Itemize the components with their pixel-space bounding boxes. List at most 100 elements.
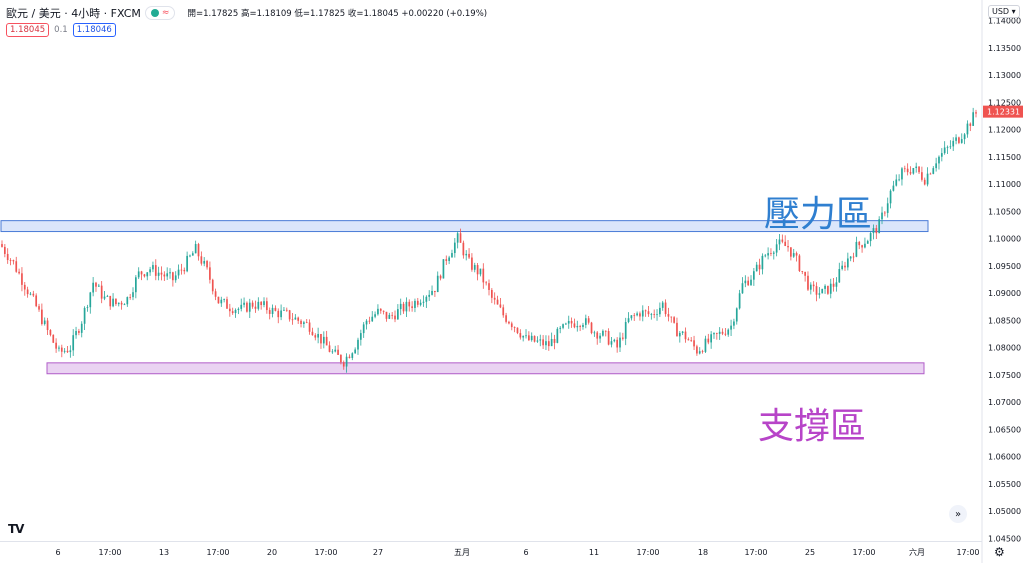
price-tick-label: 1.13500	[988, 44, 1021, 53]
candle-series	[1, 107, 977, 373]
candle-body	[365, 320, 368, 325]
time-tick-label: 27	[373, 548, 383, 557]
candle-body	[402, 303, 405, 312]
candle-body	[246, 302, 248, 312]
price-tick-label: 1.07000	[988, 398, 1021, 407]
candle-body	[829, 283, 832, 294]
candle-body	[283, 309, 285, 311]
candle-body	[260, 301, 263, 306]
candle-body	[254, 306, 257, 309]
buy-price-button[interactable]: 1.18046	[72, 23, 116, 37]
candle-body	[143, 274, 146, 277]
candle-body	[325, 336, 328, 346]
candle-body	[411, 306, 413, 308]
candle-body	[132, 292, 134, 298]
time-tick-label: 六月	[909, 547, 925, 557]
sell-price-button[interactable]: 1.18045	[6, 23, 50, 37]
candle-body	[599, 335, 601, 339]
candle-body	[528, 335, 530, 341]
gear-icon[interactable]: ⚙	[994, 545, 1005, 559]
price-tick-label: 1.14000	[988, 17, 1021, 26]
candle-body	[901, 168, 903, 180]
candle-body	[906, 168, 909, 173]
candle-body	[593, 332, 596, 334]
price-tick-label: 1.13000	[988, 71, 1021, 80]
candle-body	[909, 172, 912, 174]
candle-body	[590, 322, 593, 334]
candle-body	[684, 331, 687, 340]
time-tick-label: 17:00	[636, 548, 659, 557]
currency-select[interactable]: USD ▾	[988, 5, 1020, 18]
candle-body	[9, 260, 12, 261]
candle-body	[738, 293, 741, 309]
candle-body	[932, 168, 935, 174]
candle-body	[929, 173, 932, 175]
candle-body	[297, 317, 300, 321]
candle-body	[445, 259, 448, 261]
candle-body	[938, 156, 940, 164]
price-tick-label: 1.06000	[988, 453, 1021, 462]
price-axis[interactable]: 1.14000 1.13500 1.13000 1.12500 1.12000 1.115…	[981, 0, 1023, 563]
candle-body	[311, 331, 314, 336]
candle-body	[918, 166, 920, 173]
candle-body	[975, 112, 977, 114]
candle-body	[741, 283, 744, 294]
candle-body	[533, 335, 536, 342]
candle-body	[177, 269, 180, 276]
candle-body	[718, 331, 721, 334]
candle-body	[189, 255, 191, 257]
candle-body	[468, 253, 470, 258]
candle-body	[23, 284, 26, 290]
candle-body	[849, 256, 852, 259]
candle-body	[58, 347, 60, 349]
candle-body	[767, 253, 769, 256]
candle-body	[844, 265, 846, 268]
candle-body	[117, 302, 120, 305]
time-axis[interactable]: 6 17:00 13 17:00 20 17:00 27 五月 6 11 17:00 18 17:00 2…	[0, 541, 982, 558]
candle-body	[285, 309, 288, 311]
status-pill[interactable]: ≈	[144, 6, 176, 20]
candle-body	[345, 356, 348, 367]
candle-body	[727, 329, 730, 335]
candle-body	[912, 168, 915, 174]
candle-body	[371, 316, 374, 322]
candle-body	[804, 271, 806, 276]
candle-body	[414, 300, 416, 308]
candle-body	[861, 245, 863, 248]
candle-body	[690, 340, 693, 342]
candle-body	[434, 290, 436, 293]
candle-body	[154, 265, 157, 276]
candle-body	[855, 241, 858, 257]
candle-body	[750, 279, 752, 286]
price-tick-label: 1.09500	[988, 262, 1021, 271]
candle-body	[661, 302, 664, 308]
candle-body	[163, 274, 166, 277]
double-chevron-right-icon[interactable]: »	[949, 505, 967, 523]
candle-body	[872, 228, 875, 234]
candle-body	[624, 322, 627, 339]
candle-body	[334, 349, 337, 352]
symbol-title[interactable]: 歐元 / 美元 · 4小時 · FXCM	[6, 7, 141, 20]
candle-body	[194, 244, 197, 254]
candle-body	[476, 265, 479, 275]
candle-body	[89, 292, 92, 308]
candle-body	[556, 328, 559, 343]
candle-body	[348, 356, 351, 358]
candle-body	[881, 212, 883, 220]
candle-body	[109, 295, 112, 307]
candle-body	[949, 146, 952, 148]
candle-body	[781, 239, 784, 242]
candle-body	[69, 350, 72, 353]
tradingview-logo-icon[interactable]: TV	[8, 522, 25, 536]
candle-body	[886, 203, 889, 213]
candle-body	[291, 319, 294, 321]
candle-body	[422, 301, 425, 303]
candle-body	[391, 314, 394, 316]
candle-body	[97, 285, 100, 287]
candle-body	[368, 320, 371, 322]
candle-body	[112, 298, 114, 307]
candle-body	[274, 307, 277, 311]
candle-body	[966, 123, 969, 135]
candle-body	[687, 339, 690, 341]
